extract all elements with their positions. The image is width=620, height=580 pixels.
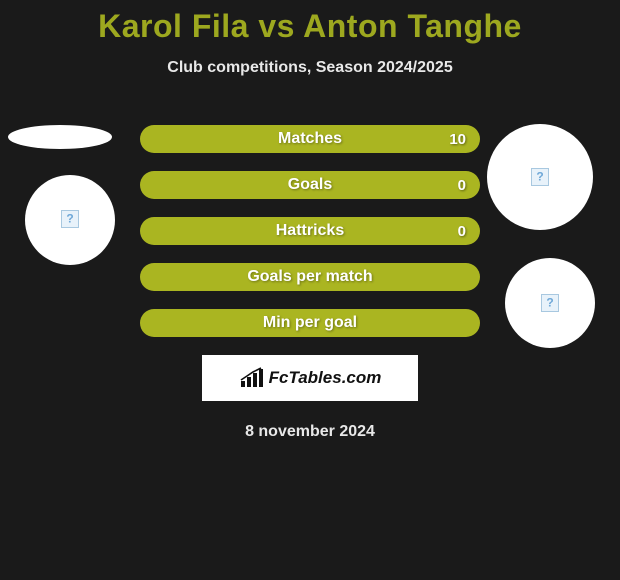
- brand-box: FcTables.com: [202, 355, 418, 401]
- stat-label: Goals per match: [247, 268, 372, 286]
- stat-label: Goals: [288, 176, 332, 194]
- placeholder-icon: [541, 294, 559, 312]
- stat-label: Matches: [278, 130, 342, 148]
- stat-label: Hattricks: [276, 222, 344, 240]
- stat-row-hattricks: Hattricks 0: [140, 217, 480, 245]
- placeholder-icon: [531, 168, 549, 186]
- placeholder-icon: [61, 210, 79, 228]
- stat-label: Min per goal: [263, 314, 357, 332]
- avatar-right-2: [505, 258, 595, 348]
- stat-value: 10: [449, 131, 466, 148]
- subtitle: Club competitions, Season 2024/2025: [0, 59, 620, 77]
- avatar-right-1: [487, 124, 593, 230]
- bar-chart-icon: [239, 367, 265, 389]
- avatar-left: [25, 175, 115, 265]
- stat-value: 0: [458, 223, 466, 240]
- brand-text: FcTables.com: [269, 368, 382, 388]
- page-title: Karol Fila vs Anton Tanghe: [0, 0, 620, 45]
- decorative-ellipse: [8, 125, 112, 149]
- stat-row-goals: Goals 0: [140, 171, 480, 199]
- stat-row-goals-per-match: Goals per match: [140, 263, 480, 291]
- stat-row-min-per-goal: Min per goal: [140, 309, 480, 337]
- stat-value: 0: [458, 177, 466, 194]
- date-text: 8 november 2024: [0, 423, 620, 441]
- stat-row-matches: Matches 10: [140, 125, 480, 153]
